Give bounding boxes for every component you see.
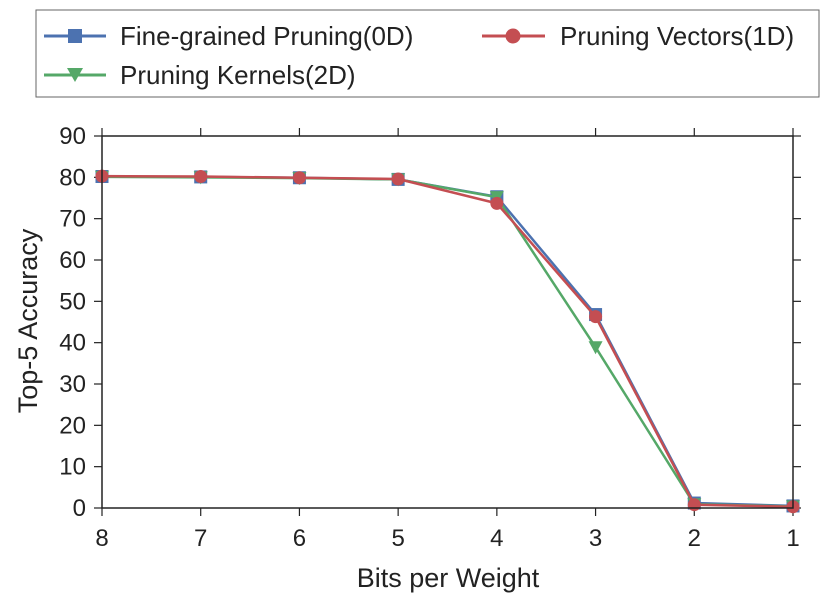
x-tick-label: 5 (391, 525, 404, 552)
legend-frame (35, 9, 820, 98)
data-point (391, 172, 405, 186)
data-point (490, 196, 504, 210)
x-axis-label: Bits per Weight (357, 563, 540, 593)
data-point (687, 498, 701, 512)
series-pruning-vectors-1d (95, 169, 800, 514)
y-tick-label: 10 (59, 454, 86, 481)
y-tick-label: 40 (59, 330, 86, 357)
legend-marker-triangle-down-icon (67, 68, 83, 82)
x-tick-label: 1 (786, 525, 799, 552)
data-point (194, 170, 208, 184)
y-tick-label: 30 (59, 371, 86, 398)
series-line (101, 175, 794, 508)
series-fine-grained-pruning-0d (95, 170, 800, 513)
series (95, 169, 800, 514)
legend-label-pruning-kernels: Pruning Kernels(2D) (120, 60, 356, 90)
data-point (292, 171, 306, 185)
x-tick-label: 2 (688, 525, 701, 552)
x-tick-label: 3 (589, 525, 602, 552)
ticks: 0 10 20 30 40 50 60 70 80 90 8 7 6 5 4 3 2 1 (59, 123, 801, 552)
x-tick-label: 8 (95, 525, 108, 552)
y-tick-label: 0 (73, 495, 86, 522)
legend-label-fine-grained: Fine-grained Pruning(0D) (120, 21, 413, 51)
x-tick-label: 7 (194, 525, 207, 552)
series-line (101, 175, 794, 508)
y-tick-label: 80 (59, 164, 86, 191)
x-tick-label: 6 (293, 525, 306, 552)
y-tick-label: 70 (59, 206, 86, 233)
y-axis-label: Top-5 Accuracy (13, 228, 43, 413)
y-tick-label: 50 (59, 288, 86, 315)
legend-marker-square-icon (68, 29, 82, 43)
y-tick-label: 90 (59, 123, 86, 150)
legend-marker-circle-icon (505, 28, 521, 44)
data-point (589, 310, 603, 324)
legend-item-pruning-kernels: Pruning Kernels(2D) (44, 60, 356, 90)
x-tick-label: 4 (490, 525, 503, 552)
legend-item-fine-grained: Fine-grained Pruning(0D) (44, 21, 413, 51)
plot-frame (101, 135, 794, 509)
data-point (588, 341, 603, 355)
y-tick-label: 20 (59, 412, 86, 439)
series-pruning-kernels-2d (95, 170, 800, 514)
legend-item-pruning-vectors: Pruning Vectors(1D) (482, 21, 794, 51)
y-tick-label: 60 (59, 247, 86, 274)
legend: Fine-grained Pruning(0D) Pruning Vectors… (35, 9, 820, 98)
legend-label-pruning-vectors: Pruning Vectors(1D) (560, 21, 794, 51)
series-line (101, 174, 794, 509)
